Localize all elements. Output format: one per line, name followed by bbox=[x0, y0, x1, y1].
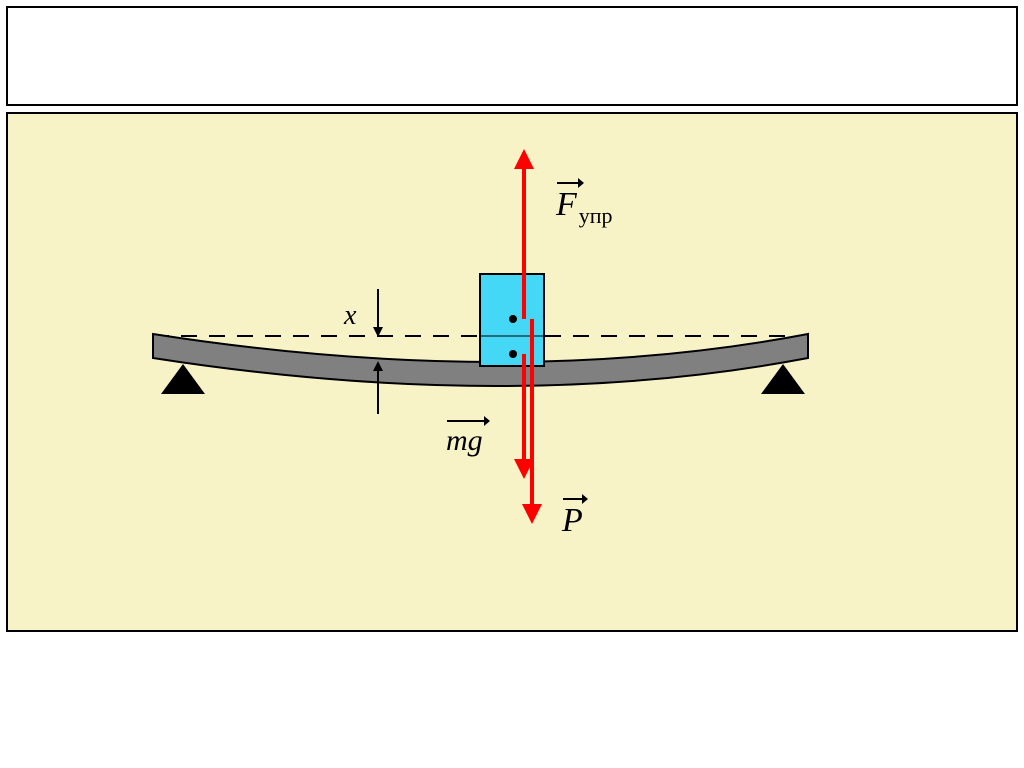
diagram-svg bbox=[8, 114, 1016, 630]
label-F: F упр bbox=[556, 186, 613, 229]
support-right bbox=[761, 364, 805, 394]
label-P: P bbox=[562, 502, 583, 540]
diagram-panel: x F упр mg P bbox=[6, 112, 1018, 632]
label-x: x bbox=[344, 300, 356, 332]
label-mg: mg bbox=[446, 424, 483, 458]
origin-dot-1 bbox=[509, 350, 517, 358]
label-P-text: P bbox=[562, 502, 583, 539]
label-F-sub: упр bbox=[579, 203, 613, 228]
label-mg-text: mg bbox=[446, 424, 483, 457]
top-blank-frame bbox=[6, 6, 1018, 106]
origin-dot-0 bbox=[509, 315, 517, 323]
label-F-main: F bbox=[556, 186, 577, 223]
label-x-text: x bbox=[344, 300, 356, 331]
support-left bbox=[161, 364, 205, 394]
